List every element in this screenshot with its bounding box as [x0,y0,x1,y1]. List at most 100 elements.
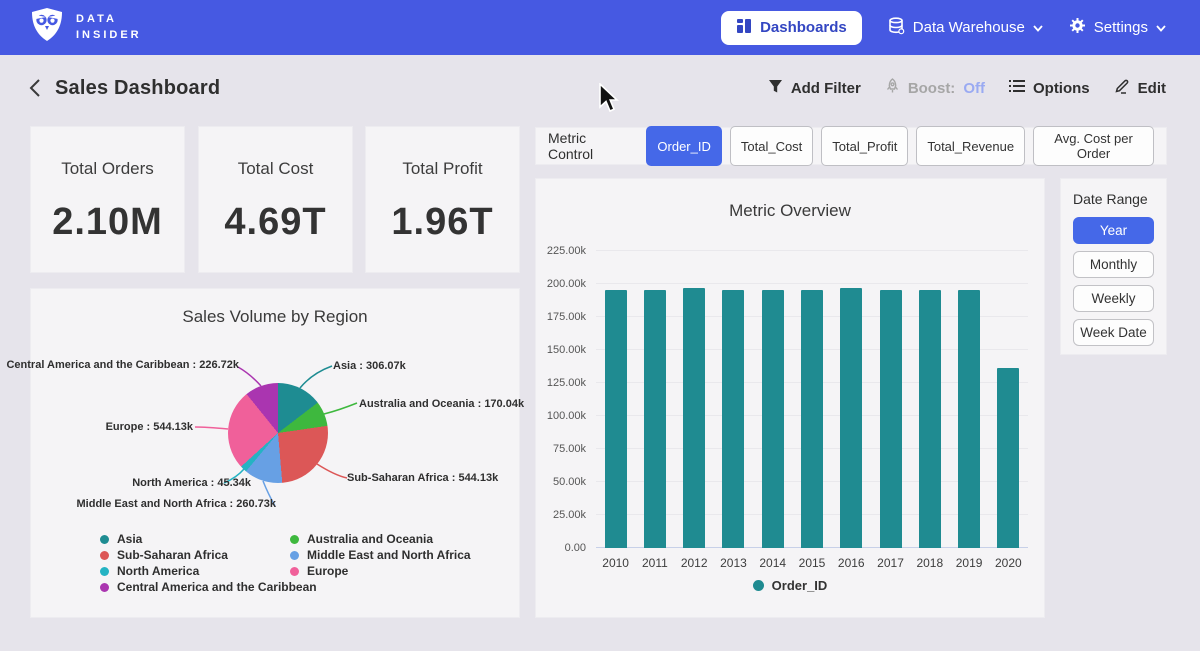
kpi-value: 4.69T [199,201,352,244]
x-tick-label: 2015 [799,556,826,570]
date-range-monthly[interactable]: Monthly [1073,251,1154,278]
rocket-icon [885,78,900,98]
x-tick-label: 2010 [602,556,629,570]
add-filter-button[interactable]: Add Filter [768,79,861,98]
legend-item-asia[interactable]: Asia [100,531,317,547]
page-header: Sales Dashboard Add Filter Boost: Off [0,55,1200,121]
top-nav: DATA INSIDER Dashboards [0,0,1200,55]
legend-item-label: Australia and Oceania [307,532,433,546]
legend-dot-icon [290,551,299,560]
nav-dashboards-button[interactable]: Dashboards [721,11,862,45]
pencil-icon [1114,78,1130,98]
legend-item-label: Central America and the Caribbean [117,580,317,594]
legend-item-middle-east-and-north-africa[interactable]: Middle East and North Africa [290,547,471,563]
pie-legend-column: Asia Sub-Saharan Africa North America Centr… [100,531,317,595]
dashboard-grid-icon [736,18,752,38]
metric-chip-total-revenue[interactable]: Total_Revenue [916,126,1025,166]
legend-item-europe[interactable]: Europe [290,563,471,579]
legend-item-label: Sub-Saharan Africa [117,548,228,562]
legend-item-central-america-and-the-caribbean[interactable]: Central America and the Caribbean [100,579,317,595]
legend-item-label: Asia [117,532,142,546]
kpi-value: 2.10M [31,201,184,244]
chevron-down-icon [1156,19,1166,36]
back-button[interactable] [28,78,41,98]
metric-chip-avg-cost-per-order[interactable]: Avg. Cost per Order [1033,126,1154,166]
kpi-label: Total Profit [366,159,519,179]
boost-toggle[interactable]: Boost: Off [885,78,985,98]
kpi-value: 1.96T [366,201,519,244]
legend-dot-icon [100,583,109,592]
kpi-card: Total Orders 2.10M [30,126,185,273]
x-tick-label: 2017 [877,556,904,570]
x-tick-label: 2018 [916,556,943,570]
pie-chart[interactable] [228,383,328,483]
metric-control-label: Metric Control [548,130,632,162]
list-options-icon [1009,79,1025,97]
filter-funnel-icon [768,79,783,98]
x-tick-label: 2011 [642,556,668,570]
brand-text: DATA INSIDER [76,12,142,44]
kpi-label: Total Cost [199,159,352,179]
legend-item-label: Middle East and North Africa [307,548,471,562]
pie-chart-title: Sales Volume by Region [31,307,519,327]
page-title: Sales Dashboard [55,77,220,100]
x-tick-label: 2013 [720,556,747,570]
edit-button[interactable]: Edit [1114,78,1166,98]
legend-dot-icon [290,567,299,576]
bar-chart-panel: Metric Overview 225.00k200.00k175.00k150… [535,178,1045,618]
metric-control-buttons: Order_IDTotal_CostTotal_ProfitTotal_Reve… [646,126,1154,166]
legend-item-sub-saharan-africa[interactable]: Sub-Saharan Africa [100,547,317,563]
brand-logo[interactable]: DATA INSIDER [30,7,142,48]
kpi-card: Total Cost 4.69T [198,126,353,273]
date-range-week-date[interactable]: Week Date [1073,319,1154,346]
x-tick-label: 2012 [681,556,708,570]
legend-label: Order_ID [772,578,828,593]
legend-dot-icon [100,535,109,544]
date-range-panel: Date Range Year Monthly Weekly Week Date [1060,178,1167,355]
date-range-year[interactable]: Year [1073,217,1154,244]
metric-chip-total-profit[interactable]: Total_Profit [821,126,908,166]
metric-chip-total-cost[interactable]: Total_Cost [730,126,813,166]
kpi-card: Total Profit 1.96T [365,126,520,273]
pie-label-middle-east-and-north-africa: Middle East and North Africa : 260.73k [77,498,276,510]
legend-dot-icon [100,567,109,576]
nav-settings[interactable]: Settings [1069,17,1166,38]
options-button[interactable]: Options [1009,79,1090,97]
pie-label-europe: Europe : 544.13k [106,421,193,433]
kpi-label: Total Orders [31,159,184,179]
boost-value: Off [963,80,985,97]
bar-chart-legend: Order_ID [536,578,1044,593]
metric-chip-order-id[interactable]: Order_ID [646,126,721,166]
top-nav-menu: Dashboards Data Warehouse [721,11,1166,45]
x-tick-label: 2016 [838,556,865,570]
date-range-buttons: Year Monthly Weekly Week Date [1073,217,1154,346]
metric-control-strip: Metric Control Order_IDTotal_CostTotal_P… [535,127,1167,165]
database-icon [888,17,905,39]
pie-label-sub-saharan-africa: Sub-Saharan Africa : 544.13k [347,472,498,484]
pie-label-central-america-and-the-caribbean: Central America and the Caribbean : 226.… [6,359,239,371]
legend-item-australia-and-oceania[interactable]: Australia and Oceania [290,531,471,547]
pie-chart-panel: Sales Volume by Region Asia : 306.07k Aus… [30,288,520,618]
pie-label-asia: Asia : 306.07k [333,360,406,372]
legend-dot-icon [290,535,299,544]
header-actions: Add Filter Boost: Off [768,78,1166,98]
date-range-weekly[interactable]: Weekly [1073,285,1154,312]
owl-logo-icon [30,7,64,48]
x-tick-label: 2014 [759,556,786,570]
legend-dot-icon [753,580,764,591]
app-root: DATA INSIDER Dashboards [0,0,1200,651]
boost-label: Boost: [908,80,956,97]
legend-item-label: Europe [307,564,348,578]
pie-label-north-america: North America : 45.34k [132,477,251,489]
x-tick-label: 2020 [995,556,1022,570]
x-tick-label: 2019 [956,556,983,570]
pie-legend-column: Australia and Oceania Middle East and Nor… [290,531,471,579]
nav-data-warehouse[interactable]: Data Warehouse [888,17,1043,39]
chevron-down-icon [1033,19,1043,36]
pie-label-australia-and-oceania: Australia and Oceania : 170.04k [359,398,524,410]
legend-item-label: North America [117,564,199,578]
gear-icon [1069,17,1086,38]
date-range-label: Date Range [1073,191,1154,207]
legend-dot-icon [100,551,109,560]
legend-item-north-america[interactable]: North America [100,563,317,579]
